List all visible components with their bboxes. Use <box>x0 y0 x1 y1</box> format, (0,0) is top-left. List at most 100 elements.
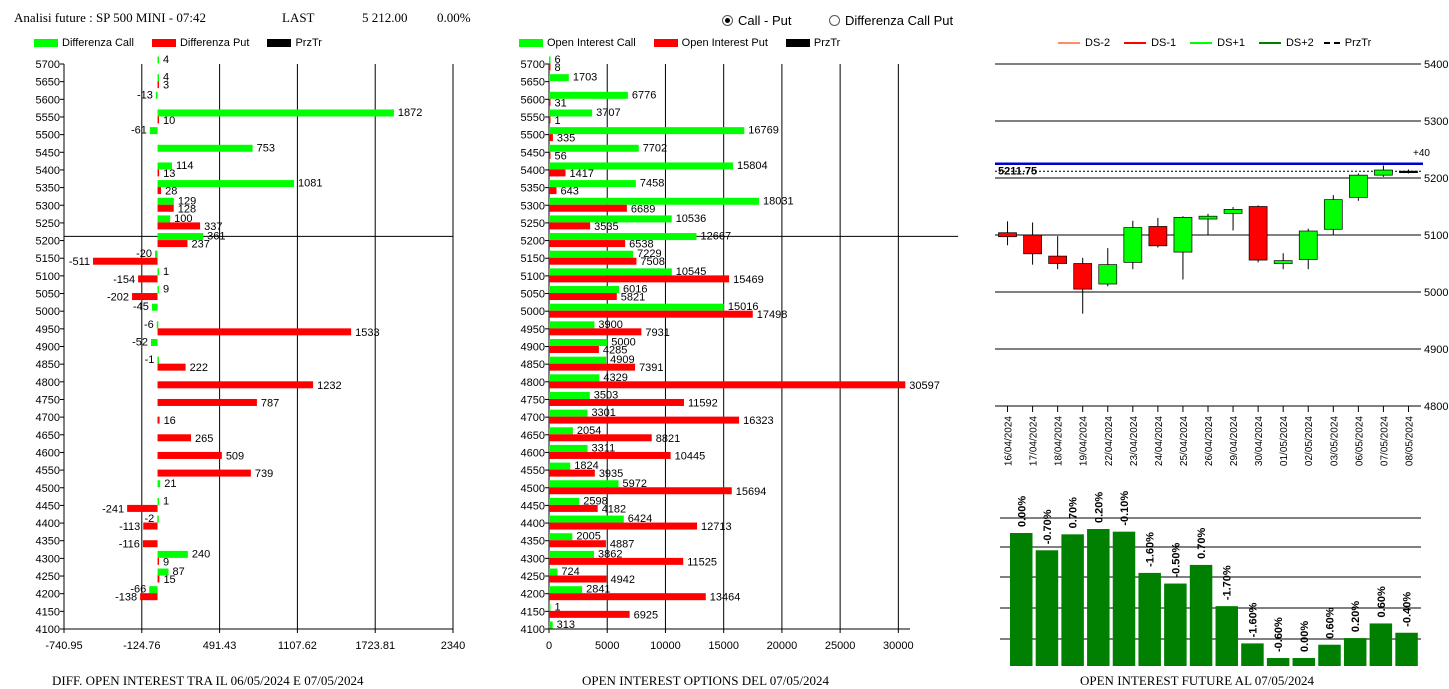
y-tick-label: 4650 <box>521 430 545 442</box>
call-bar <box>549 74 569 82</box>
call-bar-label: 7229 <box>637 248 661 260</box>
put-bar-label: -202 <box>107 292 129 304</box>
candle-body <box>1349 174 1368 198</box>
put-bar-label: 335 <box>557 133 575 145</box>
put-bar-label: 13 <box>163 168 175 180</box>
y-tick-label: 5350 <box>36 183 60 195</box>
future-oi-bar <box>1318 644 1341 666</box>
y-tick-label: 5300 <box>521 200 545 212</box>
call-bar-label: 10545 <box>676 266 707 278</box>
put-bar-label: 12713 <box>701 521 732 533</box>
call-bar <box>549 339 608 346</box>
x-tick-label: -124.76 <box>123 640 160 652</box>
legend-label: DS-1 <box>1151 37 1177 49</box>
put-bar <box>549 134 553 142</box>
y-tick-label: 4500 <box>36 483 60 495</box>
put-bar-label: 643 <box>560 186 578 198</box>
put-bar-label: 30597 <box>909 380 940 392</box>
y-tick-label: 4850 <box>36 359 60 371</box>
y-tick-label: 4850 <box>521 359 545 371</box>
y-tick-label: 5400 <box>521 165 545 177</box>
put-bar <box>157 381 314 389</box>
call-bar-label: 1872 <box>398 107 422 119</box>
last-label: LAST <box>282 10 315 25</box>
call-bar-label: 3900 <box>598 319 622 331</box>
y-tick-label: 4350 <box>521 536 545 548</box>
future-oi-bar <box>1112 531 1136 666</box>
put-bar <box>157 363 186 371</box>
put-bar-label: 13464 <box>710 592 741 604</box>
candle-body <box>1223 209 1243 214</box>
radio-call-put[interactable]: Call - Put <box>722 13 791 28</box>
y-tick-label: 5400 <box>36 165 60 177</box>
y-tick-label: 5050 <box>521 289 545 301</box>
put-bar <box>140 593 158 601</box>
candle-body <box>1323 199 1343 230</box>
call-bar-label: 1 <box>163 495 169 507</box>
call-bar-label: 1824 <box>574 460 598 472</box>
call-bar-label: 753 <box>257 142 275 154</box>
future-oi-label: -1.70% <box>1222 565 1234 600</box>
y-tick-label: 5450 <box>36 147 60 159</box>
y-tick-label: 4650 <box>36 430 60 442</box>
put-bar <box>549 63 551 71</box>
footer-diff: DIFF. OPEN INTEREST TRA IL 06/05/2024 E … <box>52 673 364 688</box>
put-bar-label: -116 <box>119 539 140 551</box>
y-tick-label: 5500 <box>36 130 60 142</box>
put-bar <box>549 275 730 283</box>
y-tick-label: 4700 <box>521 412 545 424</box>
call-bar-label: 6 <box>555 54 561 66</box>
call-bar <box>155 250 158 258</box>
radio-differenza-label: Differenza Call Put <box>845 13 954 28</box>
put-bar-label: 8821 <box>656 433 680 445</box>
y-tick-label: 4550 <box>36 465 60 477</box>
call-bar-label: 4909 <box>610 354 634 366</box>
radio-selected-icon[interactable] <box>722 15 733 26</box>
put-bar-label: 1417 <box>570 168 594 180</box>
future-oi-label: 0.70% <box>1068 497 1080 528</box>
put-bar <box>142 540 158 548</box>
call-bar <box>549 268 672 276</box>
legend-label: DS+1 <box>1217 37 1245 49</box>
put-bar <box>549 257 637 265</box>
put-bar-label: 787 <box>261 397 279 409</box>
y-tick-label: 4900 <box>521 342 545 354</box>
legend-label: Differenza Call <box>62 37 134 49</box>
y-tick-label: 4250 <box>521 571 545 583</box>
call-bar-label: 6424 <box>628 513 652 525</box>
put-bar-label: 1232 <box>317 380 341 392</box>
put-bar-label: 509 <box>226 450 244 462</box>
radio-unselected-icon[interactable] <box>829 15 840 26</box>
future-oi-bar <box>1266 658 1290 666</box>
y-tick-label: 5350 <box>521 183 545 195</box>
y-tick-label: 4800 <box>36 377 60 389</box>
put-bar <box>549 487 732 495</box>
put-bar-label: 222 <box>190 362 208 374</box>
put-bar <box>138 275 158 283</box>
y-tick-label: 4700 <box>36 412 60 424</box>
x-tick-label: 30000 <box>883 640 914 652</box>
x-tick-label: 15000 <box>708 640 739 652</box>
candle-body <box>1273 260 1293 264</box>
y-tick-label: 4150 <box>36 606 60 618</box>
radio-differenza[interactable]: Differenza Call Put <box>829 13 953 28</box>
call-bar <box>549 286 620 294</box>
y-tick-label: 5600 <box>36 94 60 106</box>
future-oi-bar <box>1087 529 1110 666</box>
call-bar-label: 240 <box>192 548 210 560</box>
put-bar-label: 6925 <box>634 609 658 621</box>
call-bar-label: 21 <box>164 478 176 490</box>
put-bar-label: 4182 <box>602 503 626 515</box>
call-bar <box>149 127 158 135</box>
x-tick-label: 07/05/2024 <box>1379 416 1390 466</box>
call-bar-label: 5972 <box>623 478 647 490</box>
y-tick-label: 5250 <box>36 218 60 230</box>
put-bar <box>549 346 599 353</box>
call-bar-label: 724 <box>561 566 579 578</box>
candle-body <box>1073 263 1093 290</box>
call-bar <box>157 180 295 188</box>
put-bar <box>549 469 595 477</box>
y-tick-label: 4350 <box>36 536 60 548</box>
y-tick-label: 4800 <box>1424 401 1448 413</box>
y-tick-label: 4900 <box>1424 344 1448 356</box>
